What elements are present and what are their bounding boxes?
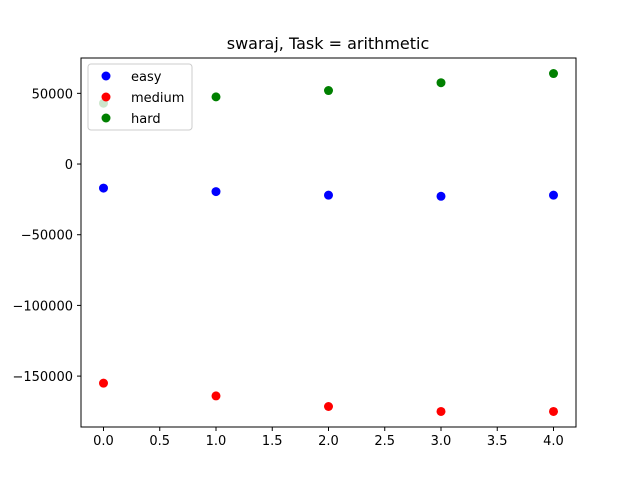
x-tick-label: 1.0 (206, 434, 227, 449)
y-tick-label: 50000 (32, 87, 73, 102)
legend-marker-medium (101, 92, 111, 102)
point-easy (324, 190, 333, 200)
y-tick-label: −150000 (12, 370, 73, 385)
point-hard (211, 92, 221, 102)
point-easy (99, 183, 108, 193)
point-medium (549, 406, 558, 416)
x-tick-label: 2.0 (318, 434, 339, 449)
point-medium (211, 391, 221, 401)
x-tick-label: 0.0 (93, 434, 114, 449)
legend-label-medium: medium (131, 91, 184, 106)
y-tick-label: −50000 (21, 229, 73, 244)
point-hard (549, 69, 558, 79)
point-easy (436, 191, 446, 201)
y-tick-label: 0 (65, 158, 73, 173)
point-hard (324, 86, 333, 96)
legend: easy medium hard (87, 63, 193, 131)
chart-title: swaraj, Task = arithmetic (227, 34, 430, 53)
point-medium (99, 378, 108, 388)
x-tick-label: 2.5 (374, 434, 395, 449)
point-hard (436, 78, 446, 88)
x-tick-label: 0.5 (149, 434, 170, 449)
x-tick-label: 1.5 (262, 434, 283, 449)
legend-label-hard: hard (131, 112, 161, 127)
x-tick-label: 3.5 (487, 434, 508, 449)
x-axis: 0.0 0.5 1.0 1.5 2.0 2.5 3.0 3.5 4.0 (93, 427, 564, 449)
y-tick-label: −100000 (12, 299, 73, 314)
legend-box (87, 63, 193, 131)
x-tick-label: 4.0 (543, 434, 564, 449)
x-tick-label: 3.0 (431, 434, 452, 449)
point-easy (549, 190, 558, 200)
data-points (99, 69, 558, 416)
legend-marker-easy (101, 71, 111, 81)
legend-marker-hard (101, 113, 111, 123)
point-medium (436, 406, 446, 416)
y-axis: 50000 0 −50000 −100000 −150000 (12, 87, 81, 385)
legend-label-easy: easy (131, 70, 162, 85)
point-medium (324, 402, 333, 411)
point-easy (211, 187, 221, 197)
